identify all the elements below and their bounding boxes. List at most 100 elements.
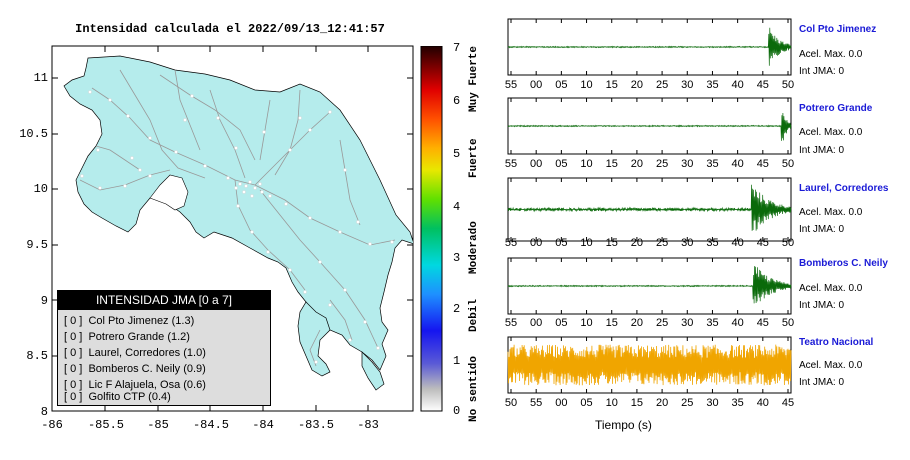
time-tick-label: 05 — [555, 237, 567, 249]
road-line — [209, 89, 246, 179]
waveform-panel: 55 00 05 10 15 20 25 30 35 40 45 50 — [505, 18, 794, 91]
road-line — [309, 329, 321, 367]
time-tick-label: 15 — [606, 237, 618, 249]
waveform-panels: 55 00 05 10 15 20 25 30 35 40 45 50 55 00 05 10 15 20 25 30… — [505, 18, 794, 409]
time-tick-label: 40 — [732, 237, 744, 249]
road-line — [259, 99, 271, 161]
town-marker — [343, 288, 347, 292]
town-marker — [253, 186, 257, 190]
time-axis-label: Tiempo (s) — [595, 418, 652, 432]
town-marker — [343, 168, 347, 172]
colorbar-tick: 2 — [453, 302, 461, 316]
waveform-trace — [507, 184, 792, 231]
legend-badge: [ 0 ] — [64, 331, 83, 343]
legend-item: [ 0 ] Lic F Alajuela, Osa (0.6) — [64, 379, 206, 391]
legend-item: [ 0 ] Bomberos C. Neily (0.9) — [64, 363, 206, 375]
town-marker — [368, 242, 372, 246]
costa-rica-landmass — [63, 55, 413, 371]
town-marker — [250, 194, 254, 198]
town-marker — [108, 98, 112, 102]
station-acel: Acel. Max. 0.0 — [799, 49, 863, 60]
scale-label-no-sentido: No sentido — [468, 355, 480, 422]
legend-station: Laurel, Corredores (1.0) — [88, 347, 206, 359]
town-marker — [284, 202, 288, 206]
legend-item: [ 0 ] Laurel, Corredores (1.0) — [64, 347, 206, 359]
town-marker — [238, 182, 242, 186]
lat-tick-label: 11 — [33, 71, 48, 85]
station-jma: Int JMA: 0 — [799, 224, 845, 235]
station-acel: Acel. Max. 0.0 — [799, 127, 863, 138]
town-marker — [338, 230, 342, 234]
time-tick-label: 15 — [631, 397, 643, 409]
waveform-panel: 55 00 05 10 15 20 25 30 35 40 45 50 — [505, 177, 794, 249]
town-marker — [248, 180, 252, 184]
legend-station: Col Pto Jimenez (1.3) — [88, 315, 195, 327]
town-marker — [250, 230, 254, 234]
lon-tick-label: -84 — [252, 418, 274, 432]
station-acel: Acel. Max. 0.0 — [799, 207, 863, 218]
colorbar-tick: 7 — [453, 41, 461, 55]
station-acel: Acel. Max. 0.0 — [799, 283, 863, 294]
colorbar-tick: 5 — [453, 147, 461, 161]
time-tick-label: 00 — [555, 397, 567, 409]
legend-badge: [ 0 ] — [64, 379, 83, 391]
town-marker — [234, 146, 238, 150]
time-tick-label: 30 — [681, 237, 693, 249]
town-marker — [148, 174, 152, 178]
road-line — [274, 89, 301, 176]
road-line — [234, 179, 306, 291]
time-tick-label: 45 — [757, 317, 769, 329]
time-tick-label: 00 — [530, 158, 542, 170]
waveform-panel: 55 00 05 10 15 20 25 30 35 40 45 50 — [505, 257, 794, 329]
town-marker — [266, 250, 270, 254]
time-tick-label: 50 — [505, 397, 517, 409]
colorbar-tick: 0 — [453, 404, 461, 418]
time-tick-label: 10 — [580, 317, 592, 329]
town-marker — [308, 128, 312, 132]
scale-label-muy-fuerte: Muy Fuerte — [468, 45, 480, 112]
time-tick-label: 45 — [757, 158, 769, 170]
waveform-trace — [507, 112, 792, 141]
time-tick-label: 00 — [530, 237, 542, 249]
waveform-panel: 50 55 00 05 10 15 20 25 30 35 40 45 — [505, 336, 794, 409]
time-tick-label: 40 — [757, 397, 769, 409]
time-tick-label: 25 — [656, 237, 668, 249]
town-marker — [130, 156, 134, 160]
town-marker — [390, 240, 394, 244]
legend-badge: [ 0 ] — [64, 363, 83, 375]
time-tick-label: 30 — [706, 397, 718, 409]
town-marker — [356, 220, 360, 224]
scale-label-debil: Debil — [468, 298, 480, 332]
time-tick-label: 10 — [580, 79, 592, 91]
time-tick-label: 20 — [631, 317, 643, 329]
town-markers — [80, 90, 394, 364]
colorbar-tick: 4 — [453, 200, 461, 214]
time-tick-label: 45 — [757, 79, 769, 91]
time-tick-label: 05 — [555, 158, 567, 170]
road-line — [339, 139, 361, 226]
town-marker — [363, 320, 367, 324]
legend-item: [ 0 ] Col Pto Jimenez (1.3) — [64, 315, 194, 327]
lat-tick-label: 9.5 — [26, 238, 48, 252]
town-marker — [190, 94, 194, 98]
waveform-trace — [507, 344, 792, 386]
time-tick-label: 35 — [706, 158, 718, 170]
town-marker — [203, 164, 207, 168]
station-name: Potrero Grande — [799, 103, 873, 114]
legend-station: Golfito CTP (0.4) — [88, 391, 171, 403]
town-marker — [314, 360, 318, 364]
road-line — [159, 74, 256, 161]
colorbar-tick: 1 — [453, 354, 461, 368]
station-jma: Int JMA: 0 — [799, 66, 845, 77]
town-marker — [328, 303, 332, 307]
time-tick-label: 35 — [706, 237, 718, 249]
town-marker — [123, 184, 127, 188]
time-tick-label: 50 — [782, 317, 794, 329]
lat-tick-label: 10.5 — [19, 127, 48, 141]
road-line — [329, 299, 353, 341]
town-marker — [244, 184, 248, 188]
time-tick-label: 35 — [706, 317, 718, 329]
legend-item: [ 0 ] Golfito CTP (0.4) — [64, 391, 171, 403]
town-marker — [268, 194, 272, 198]
time-tick-label: 40 — [732, 158, 744, 170]
